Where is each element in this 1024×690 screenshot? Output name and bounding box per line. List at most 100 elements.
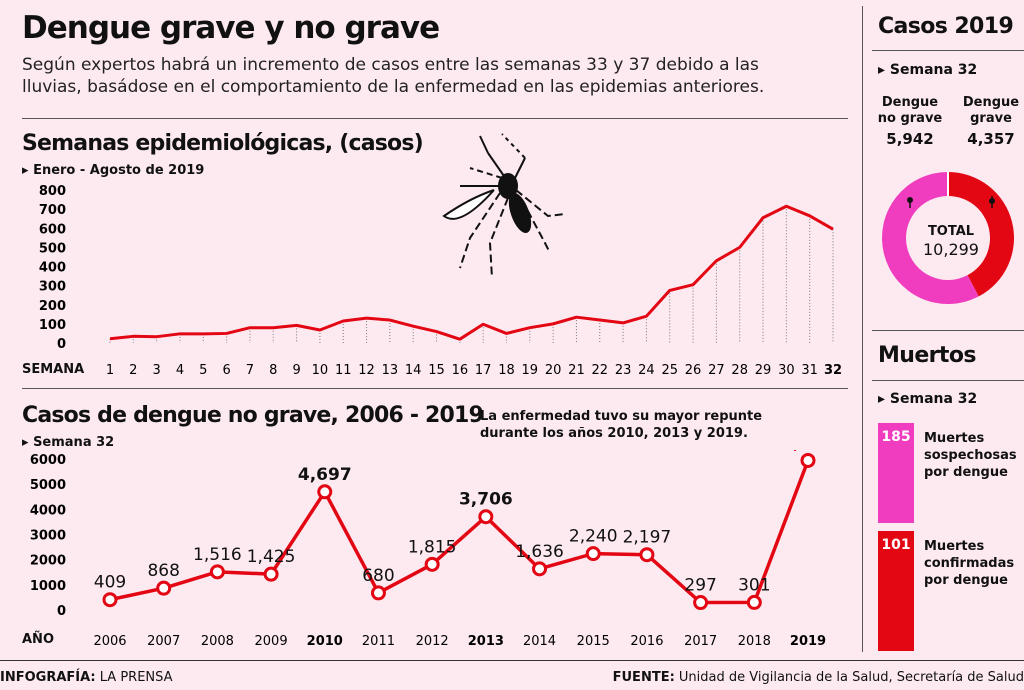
x-tick-label: 21 xyxy=(568,363,585,378)
x-tick-label: 2011 xyxy=(362,634,395,649)
page-subtitle: Según expertos habrá un incremento de ca… xyxy=(22,55,765,97)
y-tick-label: 200 xyxy=(39,299,66,314)
chart1-xlabel: SEMANA xyxy=(22,362,85,377)
x-tick-label: 2012 xyxy=(416,634,449,649)
y-tick-label: 3000 xyxy=(30,529,66,544)
data-point xyxy=(263,566,279,582)
divider xyxy=(22,388,848,389)
x-tick-label: 2007 xyxy=(147,634,180,649)
suspected-deaths-value: 185 xyxy=(881,429,911,445)
y-tick-label: 100 xyxy=(39,318,66,333)
x-tick-label: 22 xyxy=(592,363,609,378)
deaths-week: ▸ Semana 32 xyxy=(878,391,978,407)
deaths-title: Muertos xyxy=(878,343,976,368)
data-point xyxy=(317,484,333,500)
data-label: 1,636 xyxy=(515,542,564,562)
data-point xyxy=(370,585,386,601)
data-label: 1,516 xyxy=(193,545,242,565)
x-tick-label: 30 xyxy=(778,363,795,378)
x-tick-label: 29 xyxy=(755,363,772,378)
x-tick-label: 2006 xyxy=(93,634,126,649)
mosquito-icon xyxy=(442,133,566,279)
x-tick-label: 14 xyxy=(405,363,422,378)
x-tick-label: 4 xyxy=(176,363,184,378)
footer-credit: INFOGRAFÍA: LA PRENSA xyxy=(0,670,173,685)
divider xyxy=(22,118,848,119)
data-point xyxy=(639,547,655,563)
x-tick-label: 2 xyxy=(129,363,137,378)
total-value: 10,299 xyxy=(923,240,979,259)
source-label: FUENTE: xyxy=(612,670,675,685)
x-tick-label: 2010 xyxy=(307,634,343,649)
y-tick-label: 500 xyxy=(39,241,66,256)
data-point xyxy=(585,546,601,562)
cases-week-text: Semana 32 xyxy=(889,62,978,78)
data-label: 3,706 xyxy=(459,490,513,510)
y-tick-label: 400 xyxy=(39,261,66,276)
x-tick-label: 3 xyxy=(153,363,161,378)
confirmed-deaths-label: Muertes confirmadas por dengue xyxy=(924,539,1015,588)
y-tick-label: 800 xyxy=(39,184,66,199)
data-label: 2,197 xyxy=(623,528,672,548)
y-tick-label: 4000 xyxy=(30,503,66,518)
data-label: 2,240 xyxy=(569,527,618,547)
x-tick-label: 2018 xyxy=(738,634,771,649)
x-tick-label: 2016 xyxy=(630,634,663,649)
y-tick-label: 600 xyxy=(39,222,66,237)
chart1-subtitle-text: Enero - Agosto de 2019 xyxy=(33,163,205,178)
x-tick-label: 8 xyxy=(269,363,277,378)
data-label: 868 xyxy=(147,561,179,581)
footer-divider xyxy=(0,660,1024,661)
data-point xyxy=(746,594,762,610)
divider xyxy=(872,380,1024,381)
x-tick-label: 19 xyxy=(522,363,539,378)
x-tick-label: 15 xyxy=(428,363,445,378)
y-tick-label: 1000 xyxy=(30,579,66,594)
source-value: Unidad de Vigilancia de la Salud, Secret… xyxy=(678,670,1024,685)
confirmed-deaths-value: 101 xyxy=(881,537,911,553)
y-tick-label: 0 xyxy=(57,604,66,619)
deaths-week-text: Semana 32 xyxy=(889,391,978,407)
weekly-cases-line xyxy=(109,204,834,341)
x-tick-label: 28 xyxy=(731,363,748,378)
data-point xyxy=(424,556,440,572)
y-tick-label: 6000 xyxy=(30,453,66,468)
grave-value: 4,357 xyxy=(967,130,1015,148)
x-tick-label: 20 xyxy=(545,363,562,378)
chart2-subtitle: ▸ Semana 32 xyxy=(22,435,115,450)
donut-slice-no-grave xyxy=(882,172,979,304)
x-tick-label: 11 xyxy=(335,363,352,378)
data-label: 680 xyxy=(362,566,394,586)
no-grave-label: Dengue no grave xyxy=(877,95,943,126)
x-tick-label: 9 xyxy=(292,363,300,378)
x-tick-label: 16 xyxy=(452,363,469,378)
chart1-title: Semanas epidemiológicas, (casos) xyxy=(22,131,424,156)
x-tick-label: 23 xyxy=(615,363,632,378)
x-tick-label: 7 xyxy=(246,363,254,378)
x-tick-label: 2013 xyxy=(468,634,504,649)
chart2-subtitle-text: Semana 32 xyxy=(33,435,115,450)
grave-label: Dengue grave xyxy=(962,95,1020,126)
x-tick-label: 17 xyxy=(475,363,492,378)
yearly-cases-line xyxy=(109,459,810,605)
data-point xyxy=(209,564,225,580)
confirmed-deaths-bar: 101 xyxy=(878,531,914,651)
data-point xyxy=(532,561,548,577)
data-point xyxy=(693,595,709,611)
sidebar-divider xyxy=(862,6,863,652)
cases-title: Casos 2019 xyxy=(878,14,1014,39)
y-tick-label: 5000 xyxy=(30,478,66,493)
data-point xyxy=(156,580,172,596)
yearly-cases-chart: 0 1000 2000 3000 4000 5000 6000 409 868 1,516 1,4… xyxy=(30,450,835,649)
x-tick-label: 6 xyxy=(222,363,230,378)
y-tick-label: 0 xyxy=(57,337,66,352)
divider xyxy=(872,330,1024,331)
x-tick-label: 2008 xyxy=(201,634,234,649)
chart2-title: Casos de dengue no grave, 2006 - 2019 xyxy=(22,403,484,428)
footer-source: FUENTE: Unidad de Vigilancia de la Salud… xyxy=(613,670,1024,685)
cases-donut-chart xyxy=(882,172,1014,304)
data-label: 5,942 xyxy=(781,450,835,453)
chart2-xlabel: AÑO xyxy=(22,632,54,647)
data-point xyxy=(102,592,118,608)
